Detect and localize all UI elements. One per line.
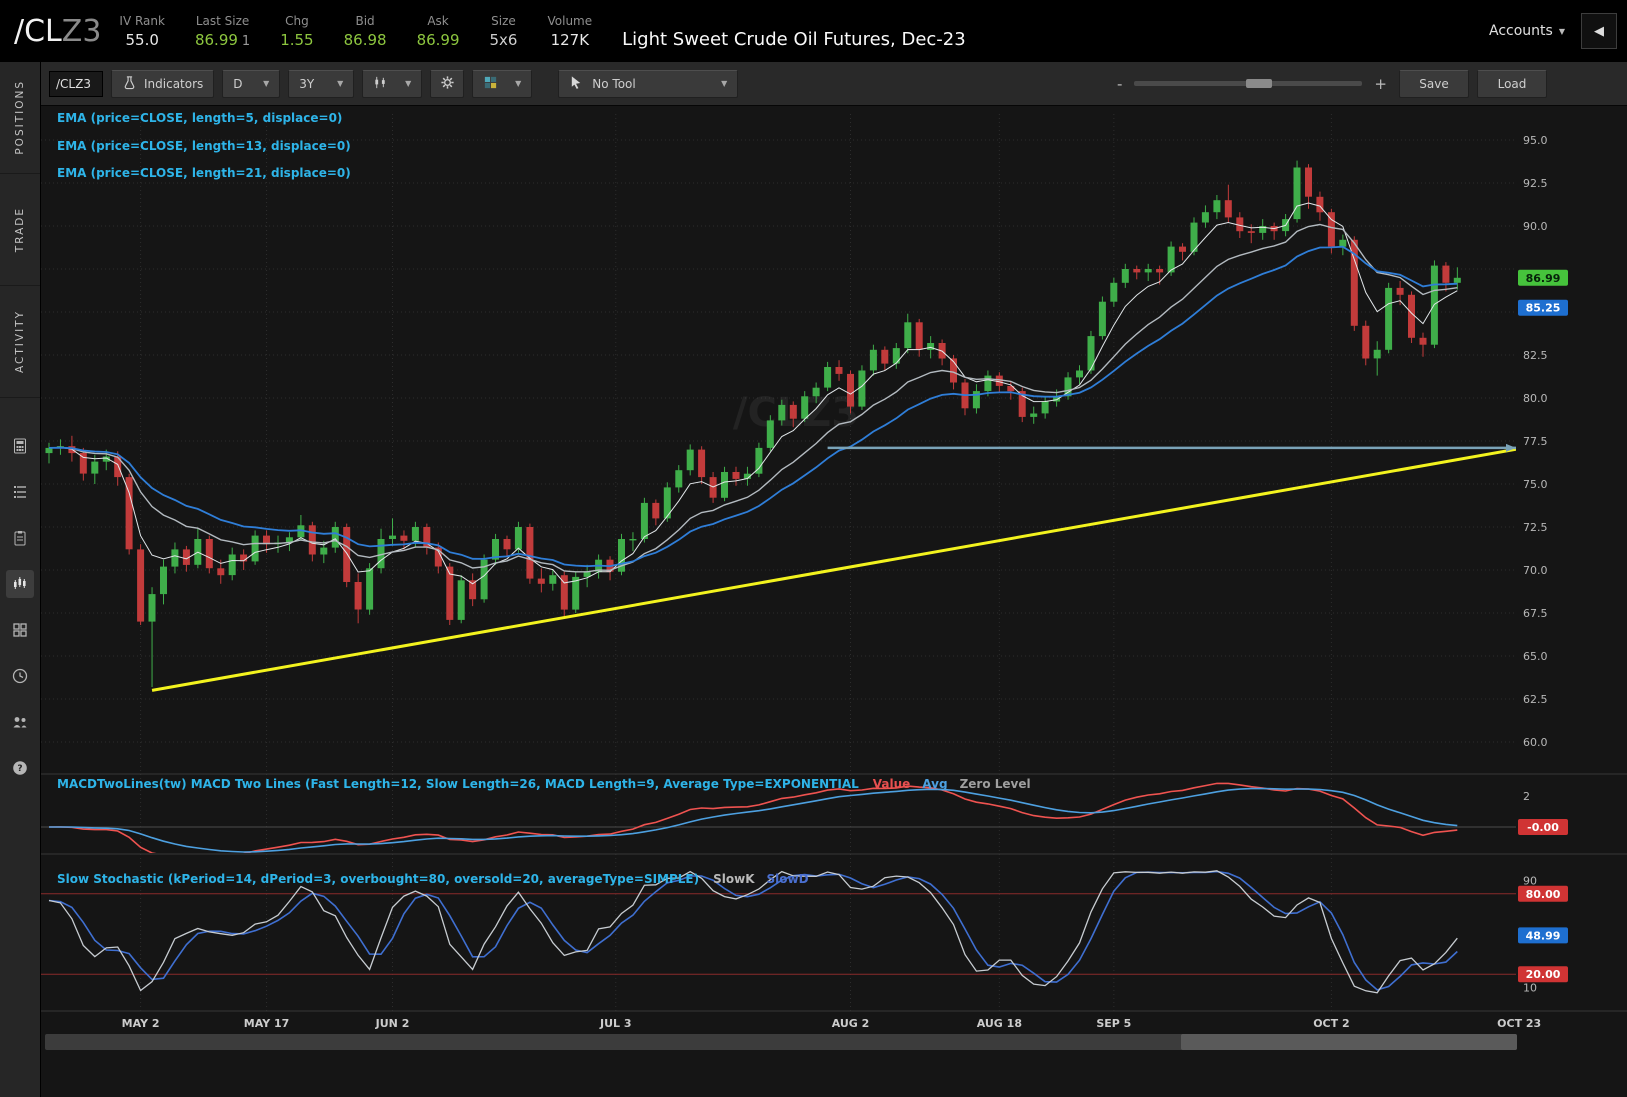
svg-text:OCT 2: OCT 2 [1313,1017,1349,1030]
last-price-badge: 86.99 [1518,270,1568,286]
stat-size: Size 5x6 [490,14,518,49]
sidebar-tab-activity[interactable]: ACTIVITY [0,286,40,398]
chart-style-dropdown[interactable]: ▼ [362,70,422,98]
zoom-in-button[interactable]: + [1370,75,1391,93]
ledger-icon[interactable] [6,478,34,506]
svg-text:62.5: 62.5 [1523,693,1548,706]
svg-text:92.5: 92.5 [1523,177,1548,190]
stat-chg: Chg 1.55 [280,14,313,49]
ema-value-badge: 85.25 [1518,300,1568,316]
svg-text:70.0: 70.0 [1523,564,1548,577]
svg-text:80.00: 80.00 [1526,888,1561,901]
chevron-down-icon: ▼ [515,79,521,88]
svg-text:60.0: 60.0 [1523,736,1548,749]
settings-button[interactable] [430,70,464,98]
instrument-title: Light Sweet Crude Oil Futures, Dec-23 [622,13,966,50]
svg-text:SEP 5: SEP 5 [1096,1017,1131,1030]
svg-text:77.5: 77.5 [1523,435,1548,448]
svg-text:MAY 2: MAY 2 [122,1017,160,1030]
symbol-input[interactable] [49,71,103,97]
chart-scrollbar-handle[interactable] [1181,1034,1517,1050]
candlestick-style-icon [373,75,388,93]
flask-icon [122,75,137,93]
chart-icon[interactable] [6,570,34,598]
svg-text:67.5: 67.5 [1523,607,1548,620]
symbol-expiry: Z3 [62,14,102,49]
left-sidebar: POSITIONS TRADE ACTIVITY ? [0,62,40,1097]
svg-text:72.5: 72.5 [1523,521,1548,534]
save-button[interactable]: Save [1399,70,1469,98]
zoom-slider-handle[interactable] [1246,79,1272,88]
sidebar-icon-rail: ? [0,432,40,782]
sidebar-tab-positions[interactable]: POSITIONS [0,62,40,174]
chevron-down-icon: ▼ [337,79,343,88]
svg-text:-0.00: -0.00 [1527,821,1559,834]
symbol-root: /CL [14,14,62,49]
header: /CLZ3 IV Rank 55.0 Last Size 86.991 Chg … [0,0,1627,62]
left-chevron-icon: ◀ [1594,24,1604,39]
zoom-out-button[interactable]: - [1113,75,1126,93]
chevron-down-icon: ▼ [405,79,411,88]
svg-text:48.99: 48.99 [1526,929,1561,942]
symbol-title: /CLZ3 [0,14,119,49]
stat-ask: Ask 86.99 [417,14,460,49]
stoch-band-badge: 20.00 [1518,966,1568,982]
users-icon[interactable] [6,708,34,736]
stat-bid: Bid 86.98 [344,14,387,49]
zoom-slider[interactable] [1134,81,1362,86]
sidebar-tab-trade[interactable]: TRADE [0,174,40,286]
svg-text:JUN 2: JUN 2 [375,1017,410,1030]
stat-volume: Volume 127K [547,14,592,49]
svg-text:82.5: 82.5 [1523,349,1548,362]
stoch-value-badge: 48.99 [1518,927,1568,943]
drawing-tool-dropdown[interactable]: No Tool ▼ [558,70,738,98]
svg-text:90.0: 90.0 [1523,220,1548,233]
collapse-panel-button[interactable]: ◀ [1581,13,1617,49]
svg-text:90: 90 [1523,874,1537,887]
help-icon[interactable]: ? [6,754,34,782]
price-chart[interactable]: 95.0 92.5 90.0 82.5 80.0 77.5 75.0 72.5 70.0 67.5… [41,106,1627,1097]
svg-text:85.25: 85.25 [1526,302,1561,315]
chevron-down-icon: ▼ [1559,27,1565,36]
stat-last-size: Last Size 86.991 [195,14,250,49]
svg-text:86.99: 86.99 [1526,272,1561,285]
calculator-icon[interactable] [6,432,34,460]
svg-text:?: ? [17,764,22,774]
svg-text:20.00: 20.00 [1526,968,1561,981]
svg-text:AUG 18: AUG 18 [977,1017,1022,1030]
indicators-button[interactable]: Indicators [111,70,214,98]
chevron-down-icon: ▼ [263,79,269,88]
macd-value-badge: -0.00 [1518,819,1568,835]
svg-text:MAY 17: MAY 17 [244,1017,290,1030]
svg-text:10: 10 [1523,982,1537,995]
svg-text:OCT 23: OCT 23 [1497,1017,1541,1030]
history-icon[interactable] [6,662,34,690]
layout-dropdown[interactable]: ▼ [472,70,532,98]
timeframe-dropdown[interactable]: D▼ [222,70,280,98]
cursor-icon [569,75,584,93]
svg-text:95.0: 95.0 [1523,134,1548,147]
svg-text:AUG 2: AUG 2 [832,1017,870,1030]
accounts-dropdown[interactable]: Accounts ▼ [1489,23,1565,39]
chart-toolbar: Indicators D▼ 3Y▼ ▼ ▼ [41,62,1627,106]
svg-text:75.0: 75.0 [1523,478,1548,491]
chevron-down-icon: ▼ [721,79,727,88]
svg-text:65.0: 65.0 [1523,650,1548,663]
stoch-band-badge: 80.00 [1518,886,1568,902]
grid-icon[interactable] [6,616,34,644]
layout-grid-icon [483,75,498,93]
svg-text:2: 2 [1523,790,1530,803]
svg-text:JUL 3: JUL 3 [599,1017,632,1030]
load-button[interactable]: Load [1477,70,1547,98]
chart-area: 95.0 92.5 90.0 82.5 80.0 77.5 75.0 72.5 70.0 67.5… [41,106,1627,1097]
chart-panel: Indicators D▼ 3Y▼ ▼ ▼ [40,62,1627,1097]
stat-iv-rank: IV Rank 55.0 [119,14,165,49]
notes-icon[interactable] [6,524,34,552]
svg-text:80.0: 80.0 [1523,392,1548,405]
range-dropdown[interactable]: 3Y▼ [288,70,354,98]
gear-icon [440,75,455,93]
